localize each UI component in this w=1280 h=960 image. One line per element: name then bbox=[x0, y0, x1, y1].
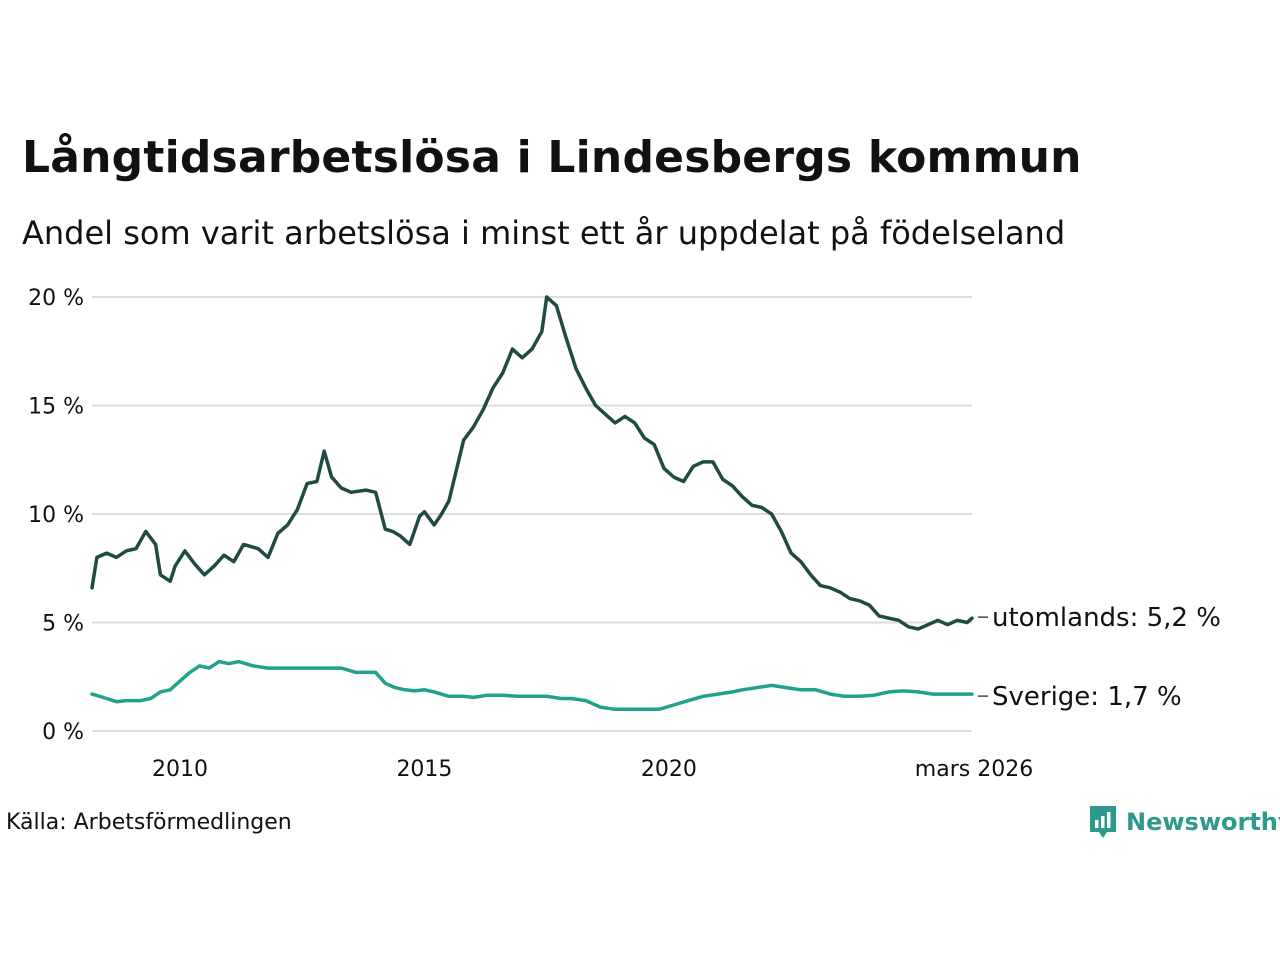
newsworthy-icon bbox=[1090, 806, 1116, 838]
newsworthy-logo: Newsworthy bbox=[1088, 804, 1280, 840]
chart-subtitle: Andel som varit arbetslösa i minst ett å… bbox=[22, 214, 1066, 252]
y-tick-label: 5 % bbox=[42, 612, 84, 637]
y-tick-label: 20 % bbox=[28, 286, 84, 311]
series-end-label: Sverige: 1,7 % bbox=[992, 682, 1182, 712]
brand-name: Newsworthy bbox=[1126, 808, 1280, 836]
y-tick-label: 15 % bbox=[28, 395, 84, 420]
series-line-sverige bbox=[90, 659, 974, 712]
chart-title: Långtidsarbetslösa i Lindesbergs kommun bbox=[22, 132, 1082, 183]
source-note: Källa: Arbetsförmedlingen bbox=[6, 810, 292, 835]
x-tick-label: 2020 bbox=[641, 757, 697, 782]
x-tick-label: 2015 bbox=[396, 757, 452, 782]
x-tick-label: 2010 bbox=[152, 757, 208, 782]
series-end-label: utomlands: 5,2 % bbox=[992, 603, 1221, 633]
y-tick-label: 10 % bbox=[28, 503, 84, 528]
x-tick-label: mars 2026 bbox=[915, 757, 1033, 782]
y-tick-label: 0 % bbox=[42, 720, 84, 745]
series-line-utomlands bbox=[90, 295, 974, 631]
